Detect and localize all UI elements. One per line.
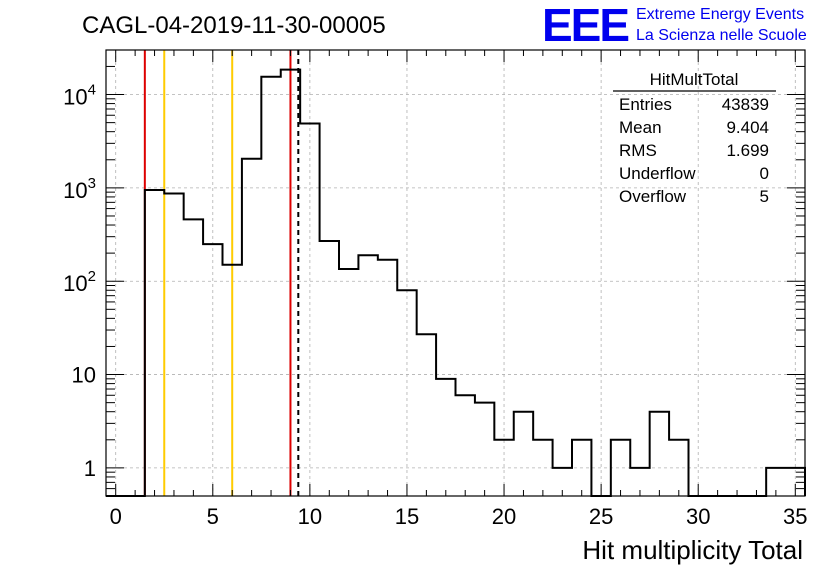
histogram-bin bbox=[475, 403, 494, 496]
x-tick-labels: 0 5 10 15 20 25 30 35 bbox=[110, 504, 808, 529]
y-tick-label: 10 bbox=[72, 363, 96, 388]
y-tick-label: 103 bbox=[63, 175, 96, 203]
y-tick-label-base: 10 bbox=[63, 178, 87, 203]
y-tick-label-base: 10 bbox=[63, 271, 87, 296]
stats-value: 43839 bbox=[722, 95, 769, 114]
stats-label: Mean bbox=[619, 118, 662, 137]
stats-box: HitMultTotal Entries 43839 Mean 9.404 RMS 1.6… bbox=[613, 70, 776, 206]
histogram-bin bbox=[203, 244, 222, 496]
histogram-bars bbox=[106, 68, 806, 497]
eee-logo: EEE Extreme Energy Events La Scienza nel… bbox=[542, 0, 807, 51]
histogram-bin bbox=[456, 395, 475, 496]
histogram-bin bbox=[320, 241, 339, 496]
y-tick-label-exponent: 3 bbox=[88, 175, 96, 192]
grid-lines bbox=[106, 50, 805, 496]
stats-rows: Entries 43839 Mean 9.404 RMS 1.699 Underflow 0 O… bbox=[619, 95, 769, 206]
histogram-bin bbox=[281, 70, 300, 496]
histogram-bin bbox=[164, 194, 183, 496]
x-tick-label: 10 bbox=[298, 504, 322, 529]
stats-value: 0 bbox=[760, 164, 769, 183]
y-tick-label-exponent: 2 bbox=[88, 268, 96, 285]
x-tick-label: 25 bbox=[589, 504, 613, 529]
x-tick-label: 0 bbox=[110, 504, 122, 529]
eee-logo-line1: Extreme Energy Events bbox=[636, 6, 804, 23]
histogram-bin bbox=[669, 440, 688, 496]
eee-logo-mark: EEE bbox=[542, 0, 628, 51]
histogram-bin bbox=[417, 334, 436, 496]
histogram-bin bbox=[184, 219, 203, 496]
stats-label: RMS bbox=[619, 141, 657, 160]
stats-title: HitMultTotal bbox=[650, 70, 739, 89]
histogram-bin bbox=[378, 260, 397, 496]
y-tick-label: 104 bbox=[63, 82, 96, 110]
histogram-outline bbox=[106, 68, 806, 497]
histogram-bin bbox=[533, 440, 552, 496]
y-tick-label-exponent: 4 bbox=[88, 82, 96, 99]
x-tick-label: 20 bbox=[492, 504, 516, 529]
y-tick-label: 1 bbox=[84, 456, 96, 481]
histogram-bin bbox=[358, 255, 377, 496]
stats-label: Entries bbox=[619, 95, 672, 114]
histogram-bin bbox=[242, 159, 261, 496]
x-axis-label: Hit multiplicity Total bbox=[582, 535, 803, 565]
stats-value: 5 bbox=[760, 187, 769, 206]
histogram-bin bbox=[261, 77, 280, 496]
histogram-bin bbox=[514, 412, 533, 496]
histogram-bin bbox=[572, 440, 591, 496]
chart-title: CAGL-04-2019-11-30-00005 bbox=[82, 12, 386, 39]
stats-label: Underflow bbox=[619, 164, 696, 183]
stats-value: 1.699 bbox=[726, 141, 769, 160]
axis-ticks bbox=[106, 49, 805, 497]
plot-frame bbox=[105, 49, 806, 497]
y-tick-label-base: 10 bbox=[63, 85, 87, 110]
histogram-bin bbox=[436, 379, 455, 496]
x-tick-label: 30 bbox=[686, 504, 710, 529]
x-tick-label: 5 bbox=[207, 504, 219, 529]
histogram-bin bbox=[145, 190, 164, 496]
histogram-bin bbox=[223, 265, 242, 496]
x-tick-label: 15 bbox=[395, 504, 419, 529]
y-tick-label: 102 bbox=[63, 268, 96, 296]
eee-logo-line2: La Scienza nelle Scuole bbox=[636, 27, 807, 44]
histogram-bin bbox=[397, 290, 416, 496]
stats-value: 9.404 bbox=[726, 118, 769, 137]
histogram-bin bbox=[300, 123, 319, 496]
histogram-bin bbox=[650, 412, 669, 496]
histogram-bin bbox=[611, 440, 630, 496]
x-tick-label: 35 bbox=[783, 504, 807, 529]
stats-label: Overflow bbox=[619, 187, 687, 206]
histogram-bin bbox=[339, 269, 358, 496]
